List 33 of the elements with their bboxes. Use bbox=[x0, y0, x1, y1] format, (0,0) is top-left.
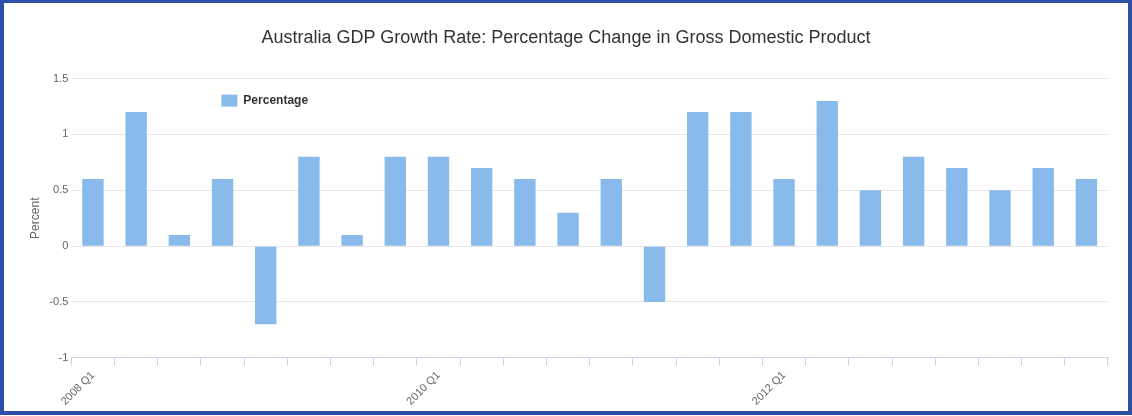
bar bbox=[730, 112, 752, 246]
bar bbox=[1032, 167, 1054, 246]
bar bbox=[816, 100, 838, 246]
bar bbox=[168, 234, 191, 246]
bar bbox=[773, 179, 795, 246]
bar bbox=[686, 112, 709, 246]
y-tick-label: 0.5 bbox=[53, 183, 69, 196]
y-tick-label: 1 bbox=[62, 127, 69, 140]
bar bbox=[557, 212, 579, 246]
bar bbox=[600, 179, 622, 246]
y-axis-title: Percent bbox=[27, 196, 42, 239]
bar bbox=[211, 179, 234, 246]
legend-label: Percentage bbox=[243, 92, 309, 107]
bar bbox=[902, 156, 925, 246]
y-tick-label: 1.5 bbox=[53, 71, 69, 84]
y-tick-label: 0 bbox=[62, 239, 69, 252]
bar bbox=[946, 167, 968, 246]
bar bbox=[125, 112, 147, 246]
bar bbox=[471, 167, 493, 246]
y-tick-label: -1 bbox=[58, 350, 69, 363]
chart-title: Australia GDP Growth Rate: Percentage Change in Gross Domestic Product bbox=[261, 26, 871, 47]
bar bbox=[82, 179, 104, 246]
bar bbox=[427, 156, 450, 246]
bar bbox=[341, 234, 363, 246]
bar bbox=[384, 156, 406, 246]
bar bbox=[989, 190, 1011, 246]
bar bbox=[859, 190, 882, 246]
bar bbox=[643, 246, 666, 302]
bar bbox=[1075, 179, 1098, 246]
bar bbox=[298, 156, 320, 246]
y-tick-label: -0.5 bbox=[49, 295, 69, 308]
bar bbox=[514, 179, 536, 246]
bar bbox=[255, 246, 277, 325]
